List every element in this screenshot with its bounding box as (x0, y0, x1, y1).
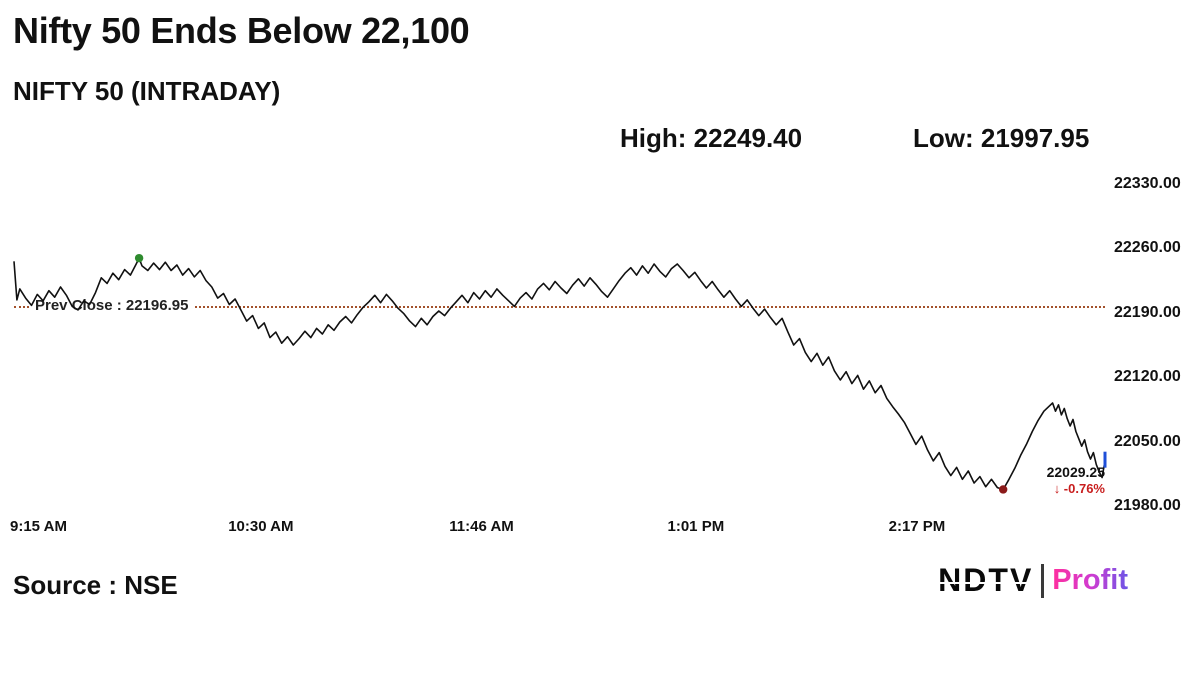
y-axis-label: 22120.00 (1114, 368, 1181, 386)
x-axis-label: 2:17 PM (888, 518, 946, 535)
day-high-marker (134, 253, 144, 263)
y-axis-label: 22050.00 (1114, 432, 1181, 450)
ndtv-profit-logo: NDTV Profit (938, 562, 1128, 599)
logo-divider-bar (1041, 563, 1045, 598)
day-low-marker (998, 485, 1008, 494)
ndtv-logo: NDTV (938, 562, 1034, 598)
last-price-value: 22029.25 (1046, 463, 1105, 480)
y-axis-label: 22260.00 (1114, 239, 1181, 257)
price-line (13, 257, 1106, 491)
y-axis-label: 22190.00 (1114, 303, 1181, 321)
profit-logo: Profit (1052, 564, 1128, 596)
y-axis-label: 21980.00 (1114, 497, 1181, 514)
x-axis-label: 9:15 AM (10, 518, 67, 535)
y-axis-label: 22330.00 (1114, 175, 1181, 192)
prev-close-label: Prev Close : 22196.95 (30, 297, 194, 315)
last-price-callout: 22029.25 ↓ -0.76% (1047, 464, 1105, 496)
day-high-label: High: 22249.40 (620, 123, 803, 153)
price-line-svg (13, 253, 1107, 494)
prev-close-line (14, 306, 1105, 309)
day-low-label: Low: 21997.95 (913, 123, 1090, 153)
price-chart (13, 184, 1107, 506)
headline: Nifty 50 Ends Below 22,100 (13, 10, 470, 51)
source-label: Source : NSE (13, 570, 178, 600)
x-axis-label: 11:46 AM (449, 518, 514, 535)
x-axis-label: 1:01 PM (667, 518, 725, 535)
x-axis-label: 10:30 AM (228, 518, 294, 535)
chart-title: NIFTY 50 (INTRADAY) (13, 76, 281, 106)
last-price-change: ↓ -0.76% (1053, 480, 1105, 496)
